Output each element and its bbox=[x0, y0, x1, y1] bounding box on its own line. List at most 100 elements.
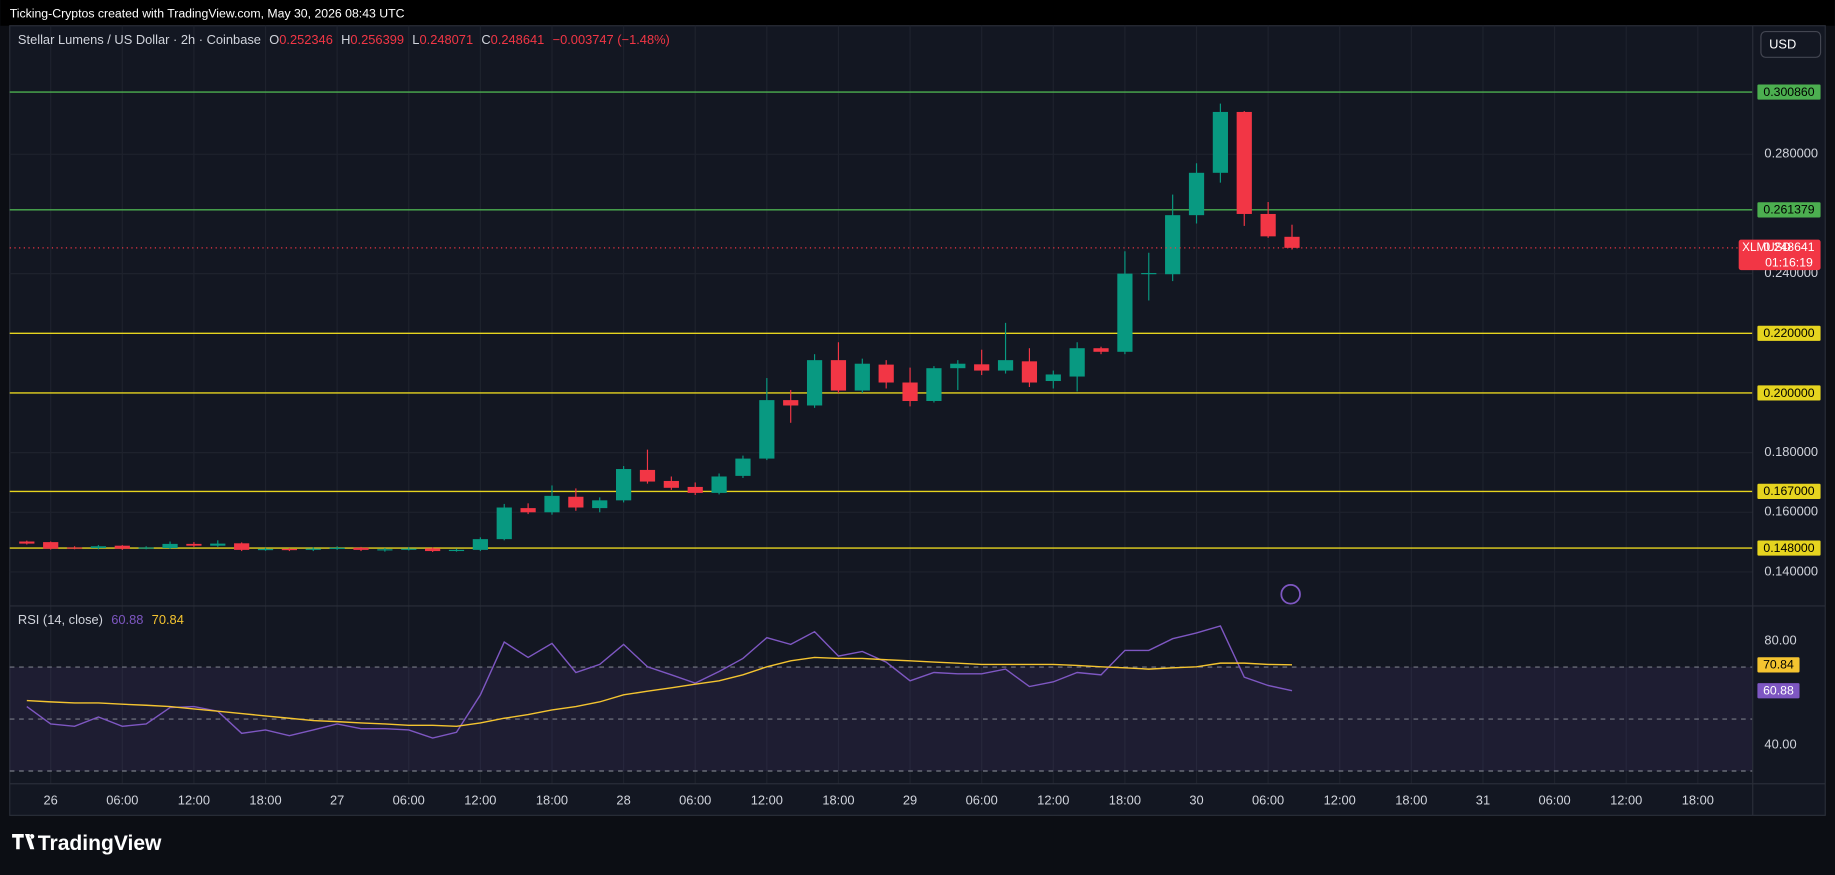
candle-body bbox=[19, 541, 35, 544]
x-tick-label: 29 bbox=[903, 793, 917, 808]
level-label: 0.300860 bbox=[1763, 85, 1814, 99]
x-tick-label: 27 bbox=[330, 793, 344, 808]
level-label-box bbox=[1757, 325, 1821, 341]
brand: TradingView bbox=[38, 832, 162, 855]
level-label-box bbox=[1757, 540, 1821, 556]
candle-body bbox=[162, 543, 178, 549]
symbol-title: Stellar Lumens / US Dollar · 2h · Coinba… bbox=[18, 32, 261, 47]
x-tick-label: 30 bbox=[1189, 793, 1203, 808]
level-label: 0.200000 bbox=[1763, 386, 1814, 400]
candle-body bbox=[43, 542, 59, 549]
currency-button[interactable] bbox=[1760, 30, 1822, 58]
y-tick-label: 0.140000 bbox=[1764, 563, 1818, 578]
x-tick-label: 28 bbox=[616, 793, 630, 808]
candle-body bbox=[114, 545, 130, 549]
candle-body bbox=[1236, 111, 1252, 214]
candle-body bbox=[425, 548, 441, 552]
ohlc-label: L bbox=[412, 32, 419, 47]
symbol-label: XLMUSD bbox=[1742, 241, 1791, 254]
candle-body bbox=[353, 547, 369, 550]
x-tick-label: 26 bbox=[44, 793, 58, 808]
credit: Ticking-Cryptos created with TradingView… bbox=[10, 6, 405, 20]
candle-body bbox=[1069, 348, 1085, 377]
level-label: 0.167000 bbox=[1763, 484, 1814, 498]
candle-body bbox=[138, 547, 154, 549]
ohlc-label: H bbox=[341, 32, 350, 47]
rsi-line bbox=[26, 625, 1293, 739]
candle-body bbox=[806, 360, 823, 406]
last-price-box bbox=[1738, 239, 1821, 271]
candle-body bbox=[568, 496, 584, 508]
candle-body bbox=[854, 363, 870, 391]
value-box bbox=[1757, 683, 1800, 699]
candle-body bbox=[830, 360, 847, 391]
ohlc-value: 0.248071 bbox=[419, 32, 473, 47]
candle-body bbox=[1045, 374, 1061, 382]
x-tick-label: 06:00 bbox=[1252, 793, 1284, 808]
countdown: 01:16:19 bbox=[1765, 255, 1813, 269]
candle-body bbox=[592, 500, 608, 509]
y-tick-label: 0.180000 bbox=[1764, 444, 1818, 459]
rsi-line bbox=[26, 656, 1293, 728]
candle-body bbox=[1141, 273, 1157, 275]
level-label: 0.220000 bbox=[1763, 326, 1814, 340]
rsi-value: 60.88 bbox=[111, 613, 143, 628]
candle-body bbox=[759, 400, 775, 459]
y-tick-label: 0.280000 bbox=[1764, 146, 1818, 161]
y-tick-label: 40.00 bbox=[1764, 736, 1796, 751]
candle-body bbox=[783, 400, 799, 406]
candle-body bbox=[1093, 348, 1109, 352]
change: −0.003747 (−1.48%) bbox=[553, 32, 670, 47]
level-label-box bbox=[1757, 385, 1821, 401]
candle-body bbox=[377, 549, 393, 551]
x-tick-label: 12:00 bbox=[1324, 793, 1356, 808]
ohlc-label: O bbox=[269, 32, 279, 47]
candle-body bbox=[448, 549, 465, 552]
y-tick-label: 80.00 bbox=[1764, 632, 1796, 647]
candle-body bbox=[257, 548, 274, 551]
candle-body bbox=[66, 547, 83, 549]
candle-body bbox=[496, 507, 512, 540]
level-label-box bbox=[1757, 84, 1821, 100]
candle-body bbox=[615, 469, 632, 501]
candle-body bbox=[1212, 111, 1228, 173]
candle-body bbox=[281, 548, 298, 551]
candle-body bbox=[210, 543, 226, 546]
icon[interactable] bbox=[1280, 584, 1301, 605]
x-tick-label: 12:00 bbox=[751, 793, 783, 808]
x-tick-label: 06:00 bbox=[966, 793, 998, 808]
currency-label[interactable]: USD bbox=[1769, 36, 1796, 51]
candle-body bbox=[234, 543, 250, 550]
plot bbox=[9, 91, 1753, 772]
rsi-ma-value: 70.84 bbox=[152, 613, 184, 628]
x-tick-label: 06:00 bbox=[1538, 793, 1570, 808]
x-tick-label: 31 bbox=[1476, 793, 1490, 808]
x-tick-label: 18:00 bbox=[249, 793, 281, 808]
x-tick-label: 18:00 bbox=[1682, 793, 1714, 808]
level-label-box bbox=[1757, 483, 1821, 500]
candle-body bbox=[1165, 215, 1181, 275]
level-label: 0.148000 bbox=[1763, 541, 1814, 555]
candle-body bbox=[663, 480, 679, 488]
x-tick-label: 18:00 bbox=[1109, 793, 1141, 808]
ohlc-value: 0.256399 bbox=[350, 32, 404, 47]
candle-body bbox=[974, 364, 990, 371]
candle-body bbox=[544, 495, 560, 513]
x-tick-label: 18:00 bbox=[822, 793, 854, 808]
candle-body bbox=[1188, 172, 1205, 216]
x-tick-label: 12:00 bbox=[178, 793, 210, 808]
x-tick-label: 06:00 bbox=[679, 793, 711, 808]
ohlc-value: 0.252346 bbox=[279, 32, 333, 47]
x-tick-label: 12:00 bbox=[464, 793, 496, 808]
x-tick-label: 18:00 bbox=[536, 793, 568, 808]
legend: Stellar Lumens / US Dollar · 2h · Coinba… bbox=[18, 32, 670, 47]
candle-body bbox=[472, 539, 488, 550]
candle-body bbox=[401, 548, 417, 550]
top-bar bbox=[0, 0, 1835, 26]
candle-body bbox=[926, 368, 942, 402]
candle-body bbox=[902, 382, 918, 402]
level-label: 0.261379 bbox=[1763, 203, 1814, 217]
y-tick-label: 0.160000 bbox=[1764, 504, 1818, 519]
x-tick-label: 18:00 bbox=[1395, 793, 1427, 808]
